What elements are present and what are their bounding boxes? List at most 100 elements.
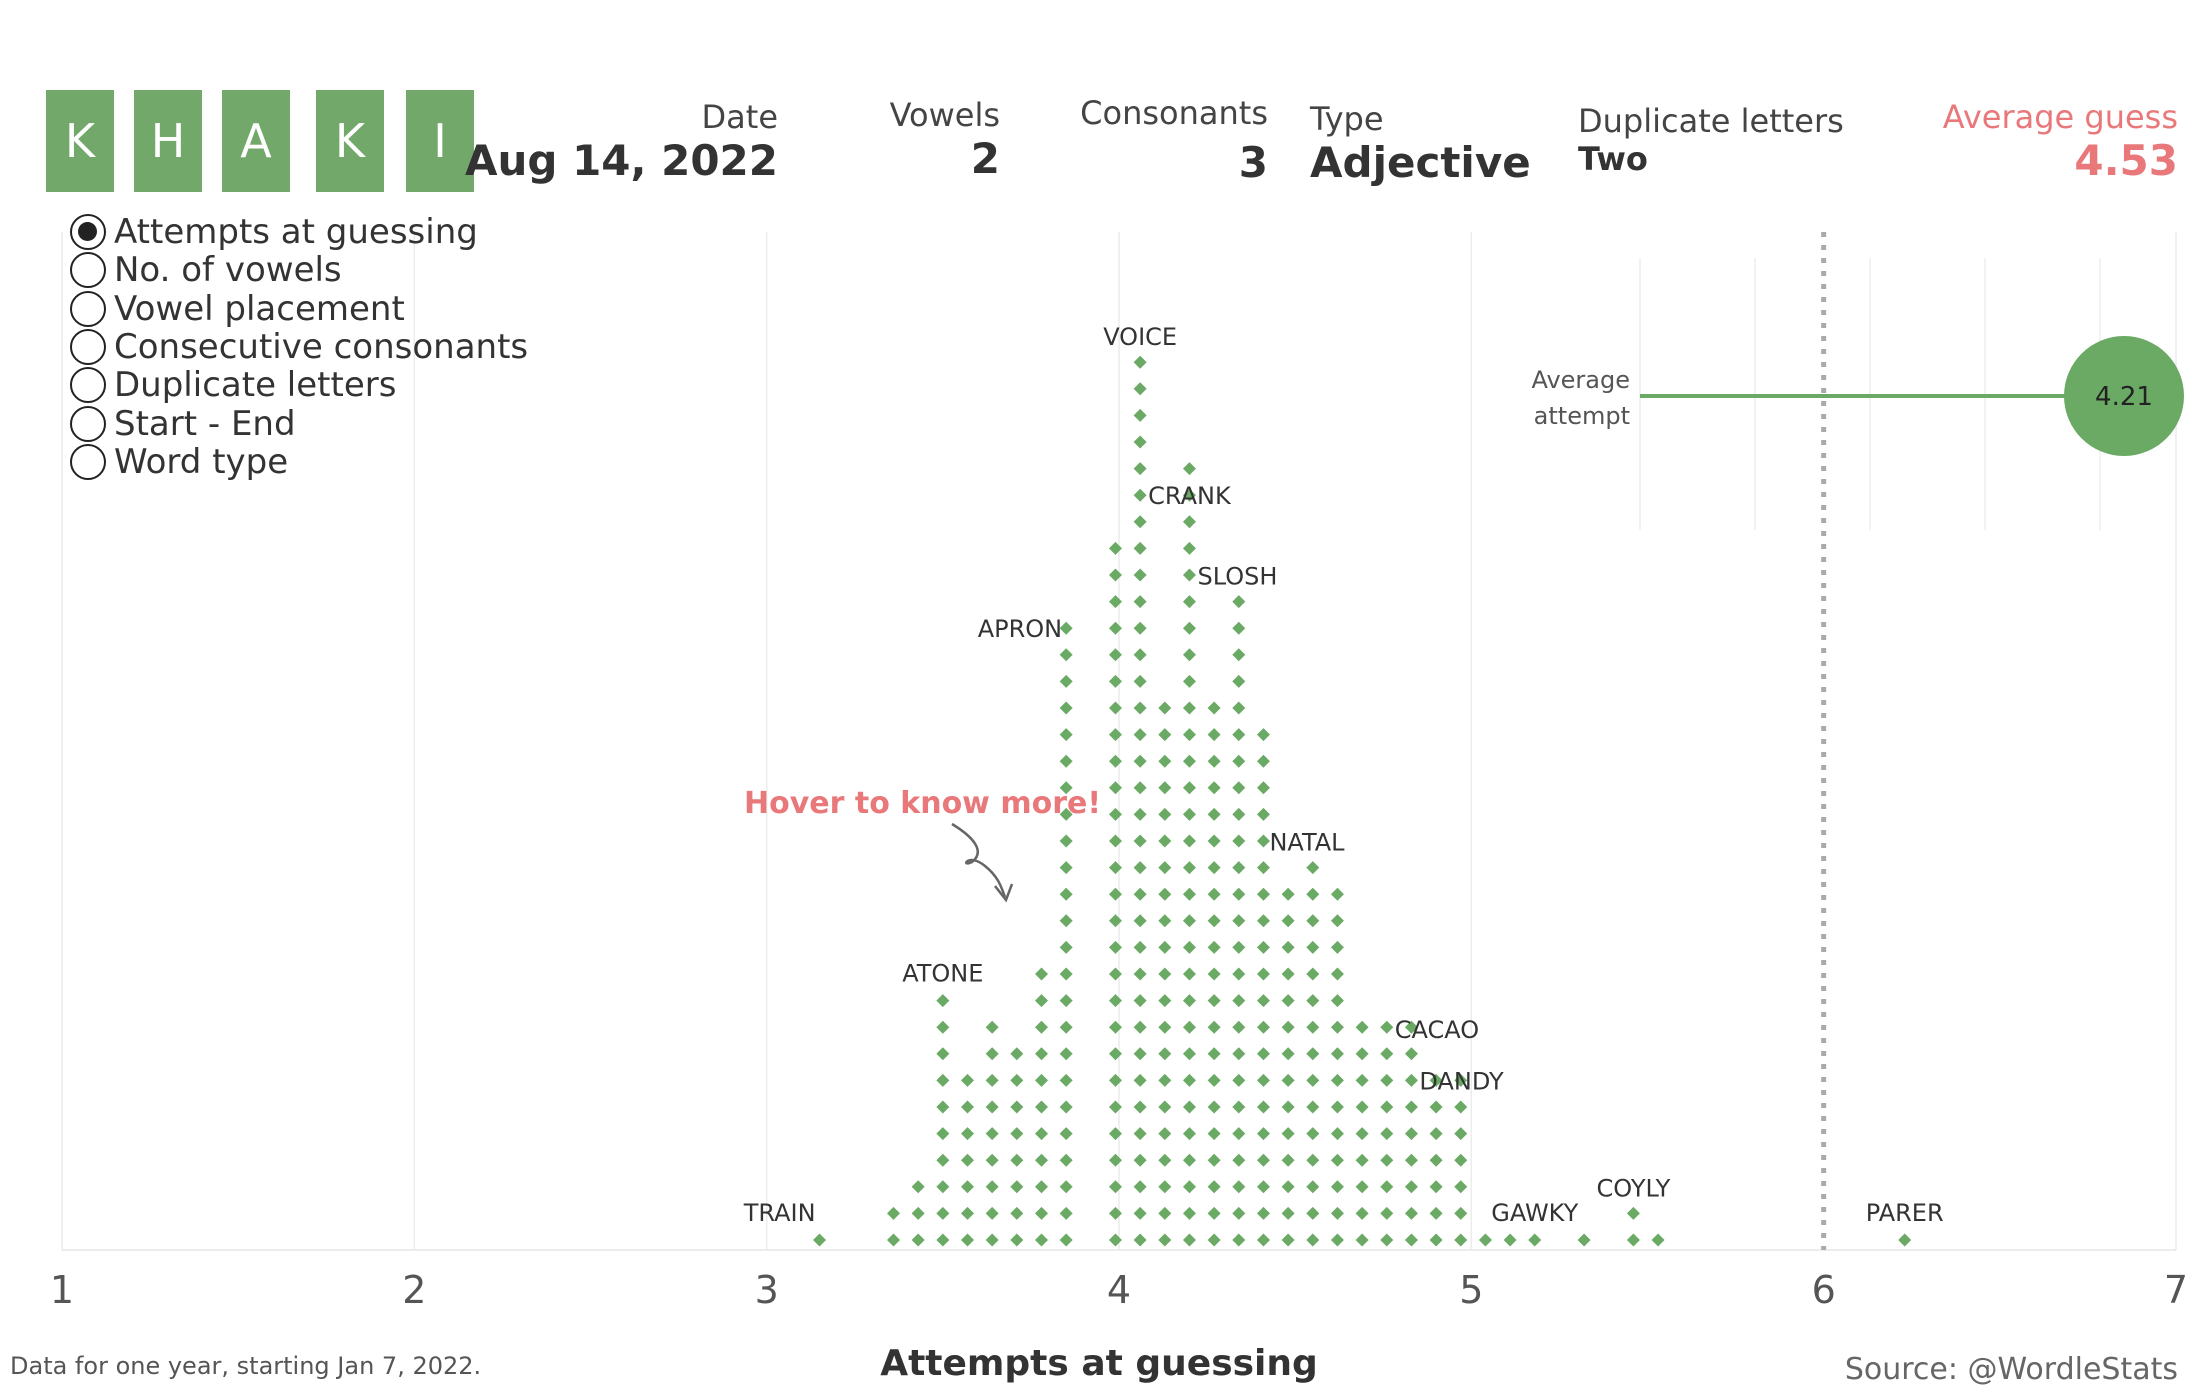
word-dot xyxy=(985,1127,999,1141)
word-dot xyxy=(1158,914,1172,928)
word-dot xyxy=(1059,754,1073,768)
word-dot xyxy=(1232,595,1246,609)
word-dot xyxy=(1256,994,1270,1008)
word-dot xyxy=(1133,541,1147,555)
radio-empty-icon[interactable] xyxy=(70,367,106,404)
word-dot xyxy=(1059,648,1073,662)
word-dot xyxy=(1330,1180,1344,1194)
vowels-stat: Vowels 2 xyxy=(890,96,1000,183)
radio-empty-icon[interactable] xyxy=(70,443,106,480)
letter-tile: A xyxy=(222,90,290,192)
word-dot xyxy=(1281,1153,1295,1167)
word-dot xyxy=(960,1153,974,1167)
word-dot xyxy=(1256,728,1270,742)
word-dot xyxy=(1380,1073,1394,1087)
word-dot xyxy=(1108,1233,1122,1247)
radio-start-end[interactable]: Start - End xyxy=(70,404,528,444)
word-dot xyxy=(1256,1100,1270,1114)
radio-selected-icon[interactable] xyxy=(70,214,106,251)
word-dot xyxy=(1108,887,1122,901)
word-dot xyxy=(1182,515,1196,529)
word-dot xyxy=(1330,914,1344,928)
word-dot xyxy=(1034,1206,1048,1220)
word-dot xyxy=(936,1047,950,1061)
dots-layer xyxy=(813,355,1912,1247)
word-dot xyxy=(1355,1180,1369,1194)
word-dot xyxy=(1059,1180,1073,1194)
word-dot xyxy=(1182,1020,1196,1034)
word-dot xyxy=(1133,834,1147,848)
radio-vowel-placement[interactable]: Vowel placement xyxy=(70,289,528,329)
word-dot xyxy=(1010,1153,1024,1167)
word-dot xyxy=(1034,1100,1048,1114)
word-dot xyxy=(1281,887,1295,901)
word-dot xyxy=(1108,674,1122,688)
word-dot xyxy=(1330,940,1344,954)
word-dot xyxy=(1158,1206,1172,1220)
word-dot xyxy=(1133,515,1147,529)
word-dot xyxy=(1059,834,1073,848)
radio-empty-icon[interactable] xyxy=(70,290,106,327)
word-dot xyxy=(1232,781,1246,795)
word-dot xyxy=(1133,861,1147,875)
word-dot xyxy=(1380,1047,1394,1061)
radio-empty-icon[interactable] xyxy=(70,405,106,442)
radio-word-type[interactable]: Word type xyxy=(70,442,528,482)
word-dot xyxy=(1330,1100,1344,1114)
word-dot xyxy=(1010,1233,1024,1247)
word-dot xyxy=(1207,940,1221,954)
duplicates-value: Two xyxy=(1578,140,1648,178)
word-dot xyxy=(1207,1206,1221,1220)
word-dot xyxy=(1306,1127,1320,1141)
radio-empty-icon[interactable] xyxy=(70,252,106,289)
x-axis-ticks: 1 2 3 4 5 6 7 xyxy=(50,1268,2188,1312)
word-dot xyxy=(1232,1020,1246,1034)
word-dot xyxy=(1404,1206,1418,1220)
word-dot xyxy=(1330,887,1344,901)
average-value: 4.53 xyxy=(2074,136,2178,185)
type-stat: Type Adjective xyxy=(1310,100,1531,187)
word-dot xyxy=(1133,728,1147,742)
word-dot xyxy=(1108,1073,1122,1087)
word-dot xyxy=(1380,1153,1394,1167)
word-dot xyxy=(887,1206,901,1220)
radio-consecutive-consonants[interactable]: Consecutive consonants xyxy=(70,327,528,367)
word-dot xyxy=(1158,887,1172,901)
word-dot xyxy=(1182,595,1196,609)
word-dot xyxy=(1059,1127,1073,1141)
word-dot xyxy=(1059,887,1073,901)
word-dot xyxy=(1133,488,1147,502)
word-dot xyxy=(1108,1047,1122,1061)
word-dot xyxy=(936,1020,950,1034)
word-dot xyxy=(1133,1020,1147,1034)
word-dot xyxy=(1281,1047,1295,1061)
radio-no-of-vowels[interactable]: No. of vowels xyxy=(70,250,528,290)
grid-layer xyxy=(61,232,2177,1251)
word-dot xyxy=(1454,1180,1468,1194)
word-dot xyxy=(1207,1127,1221,1141)
word-dot xyxy=(1182,754,1196,768)
word-dot xyxy=(1108,595,1122,609)
average-stat: Average guess 4.53 xyxy=(1943,98,2178,185)
word-dot xyxy=(1306,967,1320,981)
radio-empty-icon[interactable] xyxy=(70,329,106,366)
word-dot xyxy=(1256,807,1270,821)
word-dot xyxy=(1034,1153,1048,1167)
word-dot xyxy=(1010,1100,1024,1114)
word-dot xyxy=(1232,1100,1246,1114)
word-dot xyxy=(1380,1127,1394,1141)
word-dot xyxy=(1108,861,1122,875)
word-dot xyxy=(1256,967,1270,981)
word-dot xyxy=(1207,781,1221,795)
word-dot xyxy=(1108,568,1122,582)
word-dot xyxy=(1207,1180,1221,1194)
word-dot xyxy=(1232,807,1246,821)
radio-attempts-at-guessing[interactable]: Attempts at guessing xyxy=(70,212,528,252)
word-dot xyxy=(1108,781,1122,795)
word-dot xyxy=(1256,1020,1270,1034)
word-dot xyxy=(1404,1020,1418,1034)
word-dot xyxy=(1108,754,1122,768)
word-dot xyxy=(1281,1073,1295,1087)
word-dot xyxy=(1330,1020,1344,1034)
radio-duplicate-letters[interactable]: Duplicate letters xyxy=(70,365,528,405)
